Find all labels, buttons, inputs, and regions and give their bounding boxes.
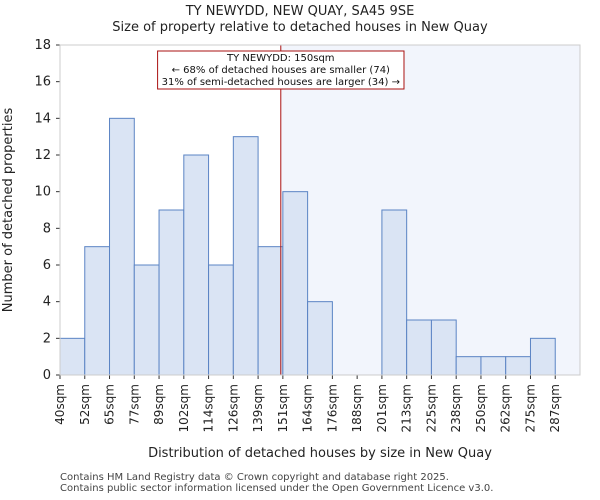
chart-title: TY NEWYDD, NEW QUAY, SA45 9SE (185, 4, 415, 19)
x-tick-label: 213sqm (400, 384, 414, 432)
x-tick-label: 201sqm (375, 384, 389, 432)
x-tick-label: 250sqm (474, 384, 488, 432)
y-tick-label: 14 (34, 111, 51, 126)
bar-126sqm (232, 136, 259, 376)
bar-77sqm (133, 264, 160, 376)
x-tick-label: 89sqm (152, 384, 166, 425)
plot-frame (59, 44, 581, 376)
x-tick-label: 238sqm (449, 384, 463, 432)
bar-201sqm (381, 209, 408, 376)
annotation-line-3: 31% of semi-detached houses are larger (… (162, 77, 400, 88)
annotation-line-2: ← 68% of detached houses are smaller (74… (172, 65, 390, 76)
x-tick-label: 225sqm (424, 384, 438, 432)
bar-102sqm (183, 154, 210, 376)
x-tick-label: 287sqm (548, 384, 562, 432)
y-tick-label: 2 (43, 331, 51, 346)
chart-subtitle: Size of property relative to detached ho… (112, 20, 488, 35)
x-tick-label: 114sqm (202, 384, 216, 432)
y-axis-label: Number of detached properties (1, 108, 16, 313)
x-tick-label: 262sqm (499, 384, 513, 432)
annotation-box: TY NEWYDD: 150sqm ← 68% of detached hous… (157, 50, 405, 90)
bar-40sqm (59, 337, 86, 376)
y-tick-label: 10 (34, 185, 51, 200)
bar-225sqm (430, 319, 457, 376)
x-tick-label: 40sqm (53, 384, 67, 425)
y-tick-label: 4 (43, 295, 51, 310)
x-tick-label: 102sqm (177, 384, 191, 432)
x-tick-label: 164sqm (301, 384, 315, 432)
x-tick-label: 77sqm (127, 384, 141, 425)
y-tick-label: 16 (34, 75, 51, 90)
y-tick-label: 8 (43, 221, 51, 236)
footer-line-2: Contains public sector information licen… (60, 483, 494, 494)
bar-213sqm (406, 319, 432, 376)
bar-65sqm (109, 117, 135, 376)
bar-151sqm (282, 191, 309, 376)
x-tick-label: 188sqm (350, 384, 364, 432)
bar-139sqm (257, 246, 284, 376)
x-tick-label: 65sqm (103, 384, 117, 425)
y-tick-label: 0 (43, 368, 51, 383)
x-tick-label: 52sqm (78, 384, 92, 425)
bar-89sqm (158, 209, 185, 376)
annotation-line-1: TY NEWYDD: 150sqm (226, 53, 335, 64)
bar-52sqm (84, 246, 111, 376)
y-tick-label: 18 (34, 38, 51, 53)
x-tick-label: 275sqm (523, 384, 537, 432)
x-tick-label: 151sqm (276, 384, 290, 432)
x-tick-label: 126sqm (226, 384, 240, 432)
bar-114sqm (208, 264, 234, 376)
y-tick-label: 12 (34, 148, 51, 163)
footer-line-1: Contains HM Land Registry data © Crown c… (60, 472, 449, 483)
x-axis-label: Distribution of detached houses by size … (148, 446, 492, 461)
bar-262sqm (505, 356, 531, 376)
x-tick-label: 139sqm (251, 384, 265, 432)
y-tick-label: 6 (43, 258, 51, 273)
bar-238sqm (455, 356, 482, 376)
bar-250sqm (480, 356, 507, 376)
bar-164sqm (307, 301, 333, 376)
bar-275sqm (529, 337, 556, 376)
histogram-chart: 0 2 4 6 8 10 12 14 16 18 40sqm 52sqm 65sqm 77sqm 89sq… (1, 38, 581, 461)
x-tick-label: 176sqm (325, 384, 339, 432)
